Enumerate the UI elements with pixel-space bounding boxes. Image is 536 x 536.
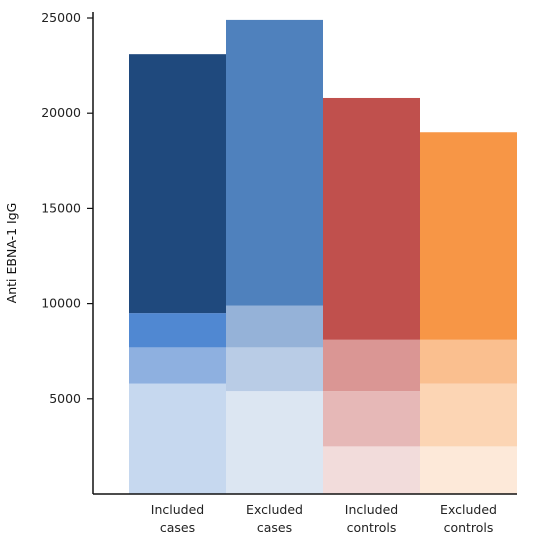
y-axis-title: Anti EBNA-1 IgG <box>4 203 19 304</box>
bar-segment-2-1 <box>323 391 420 447</box>
category-label-line1: Excluded <box>440 502 497 517</box>
y-tick-label: 20000 <box>41 105 81 120</box>
bar-segment-1-2 <box>226 305 323 348</box>
bar-segment-1-0 <box>226 391 323 494</box>
bar-segment-3-1 <box>420 383 517 447</box>
category-label-line2: controls <box>444 520 494 535</box>
bars-group <box>129 19 517 494</box>
y-tick-label: 25000 <box>41 10 81 25</box>
y-tick-label: 10000 <box>41 296 81 311</box>
y-ticks-group: 5000 10000 15000 20000 25000 <box>41 10 93 406</box>
category-label-line1: Excluded <box>246 502 303 517</box>
category-labels-group: Included cases Excluded cases Included contro… <box>151 502 497 535</box>
bar-segment-3-2 <box>420 339 517 384</box>
bar-segment-2-0 <box>323 446 420 494</box>
bar-segment-3-3 <box>420 132 517 340</box>
bar-segment-3-0 <box>420 446 517 494</box>
bar-segment-0-1 <box>129 347 226 384</box>
bar-segment-0-3 <box>129 54 226 314</box>
bar-segment-0-0 <box>129 383 226 494</box>
y-tick-label: 15000 <box>41 200 81 215</box>
bar-segment-0-2 <box>129 313 226 348</box>
category-label-line2: controls <box>347 520 397 535</box>
bar-segment-1-1 <box>226 347 323 392</box>
bar-segment-1-3 <box>226 19 323 306</box>
y-tick-label: 5000 <box>49 391 81 406</box>
category-label-line2: cases <box>160 520 195 535</box>
bar-segment-2-2 <box>323 339 420 392</box>
category-label-line2: cases <box>257 520 292 535</box>
category-label-line1: Included <box>345 502 398 517</box>
bar-segment-2-3 <box>323 97 420 340</box>
category-label-line1: Included <box>151 502 204 517</box>
